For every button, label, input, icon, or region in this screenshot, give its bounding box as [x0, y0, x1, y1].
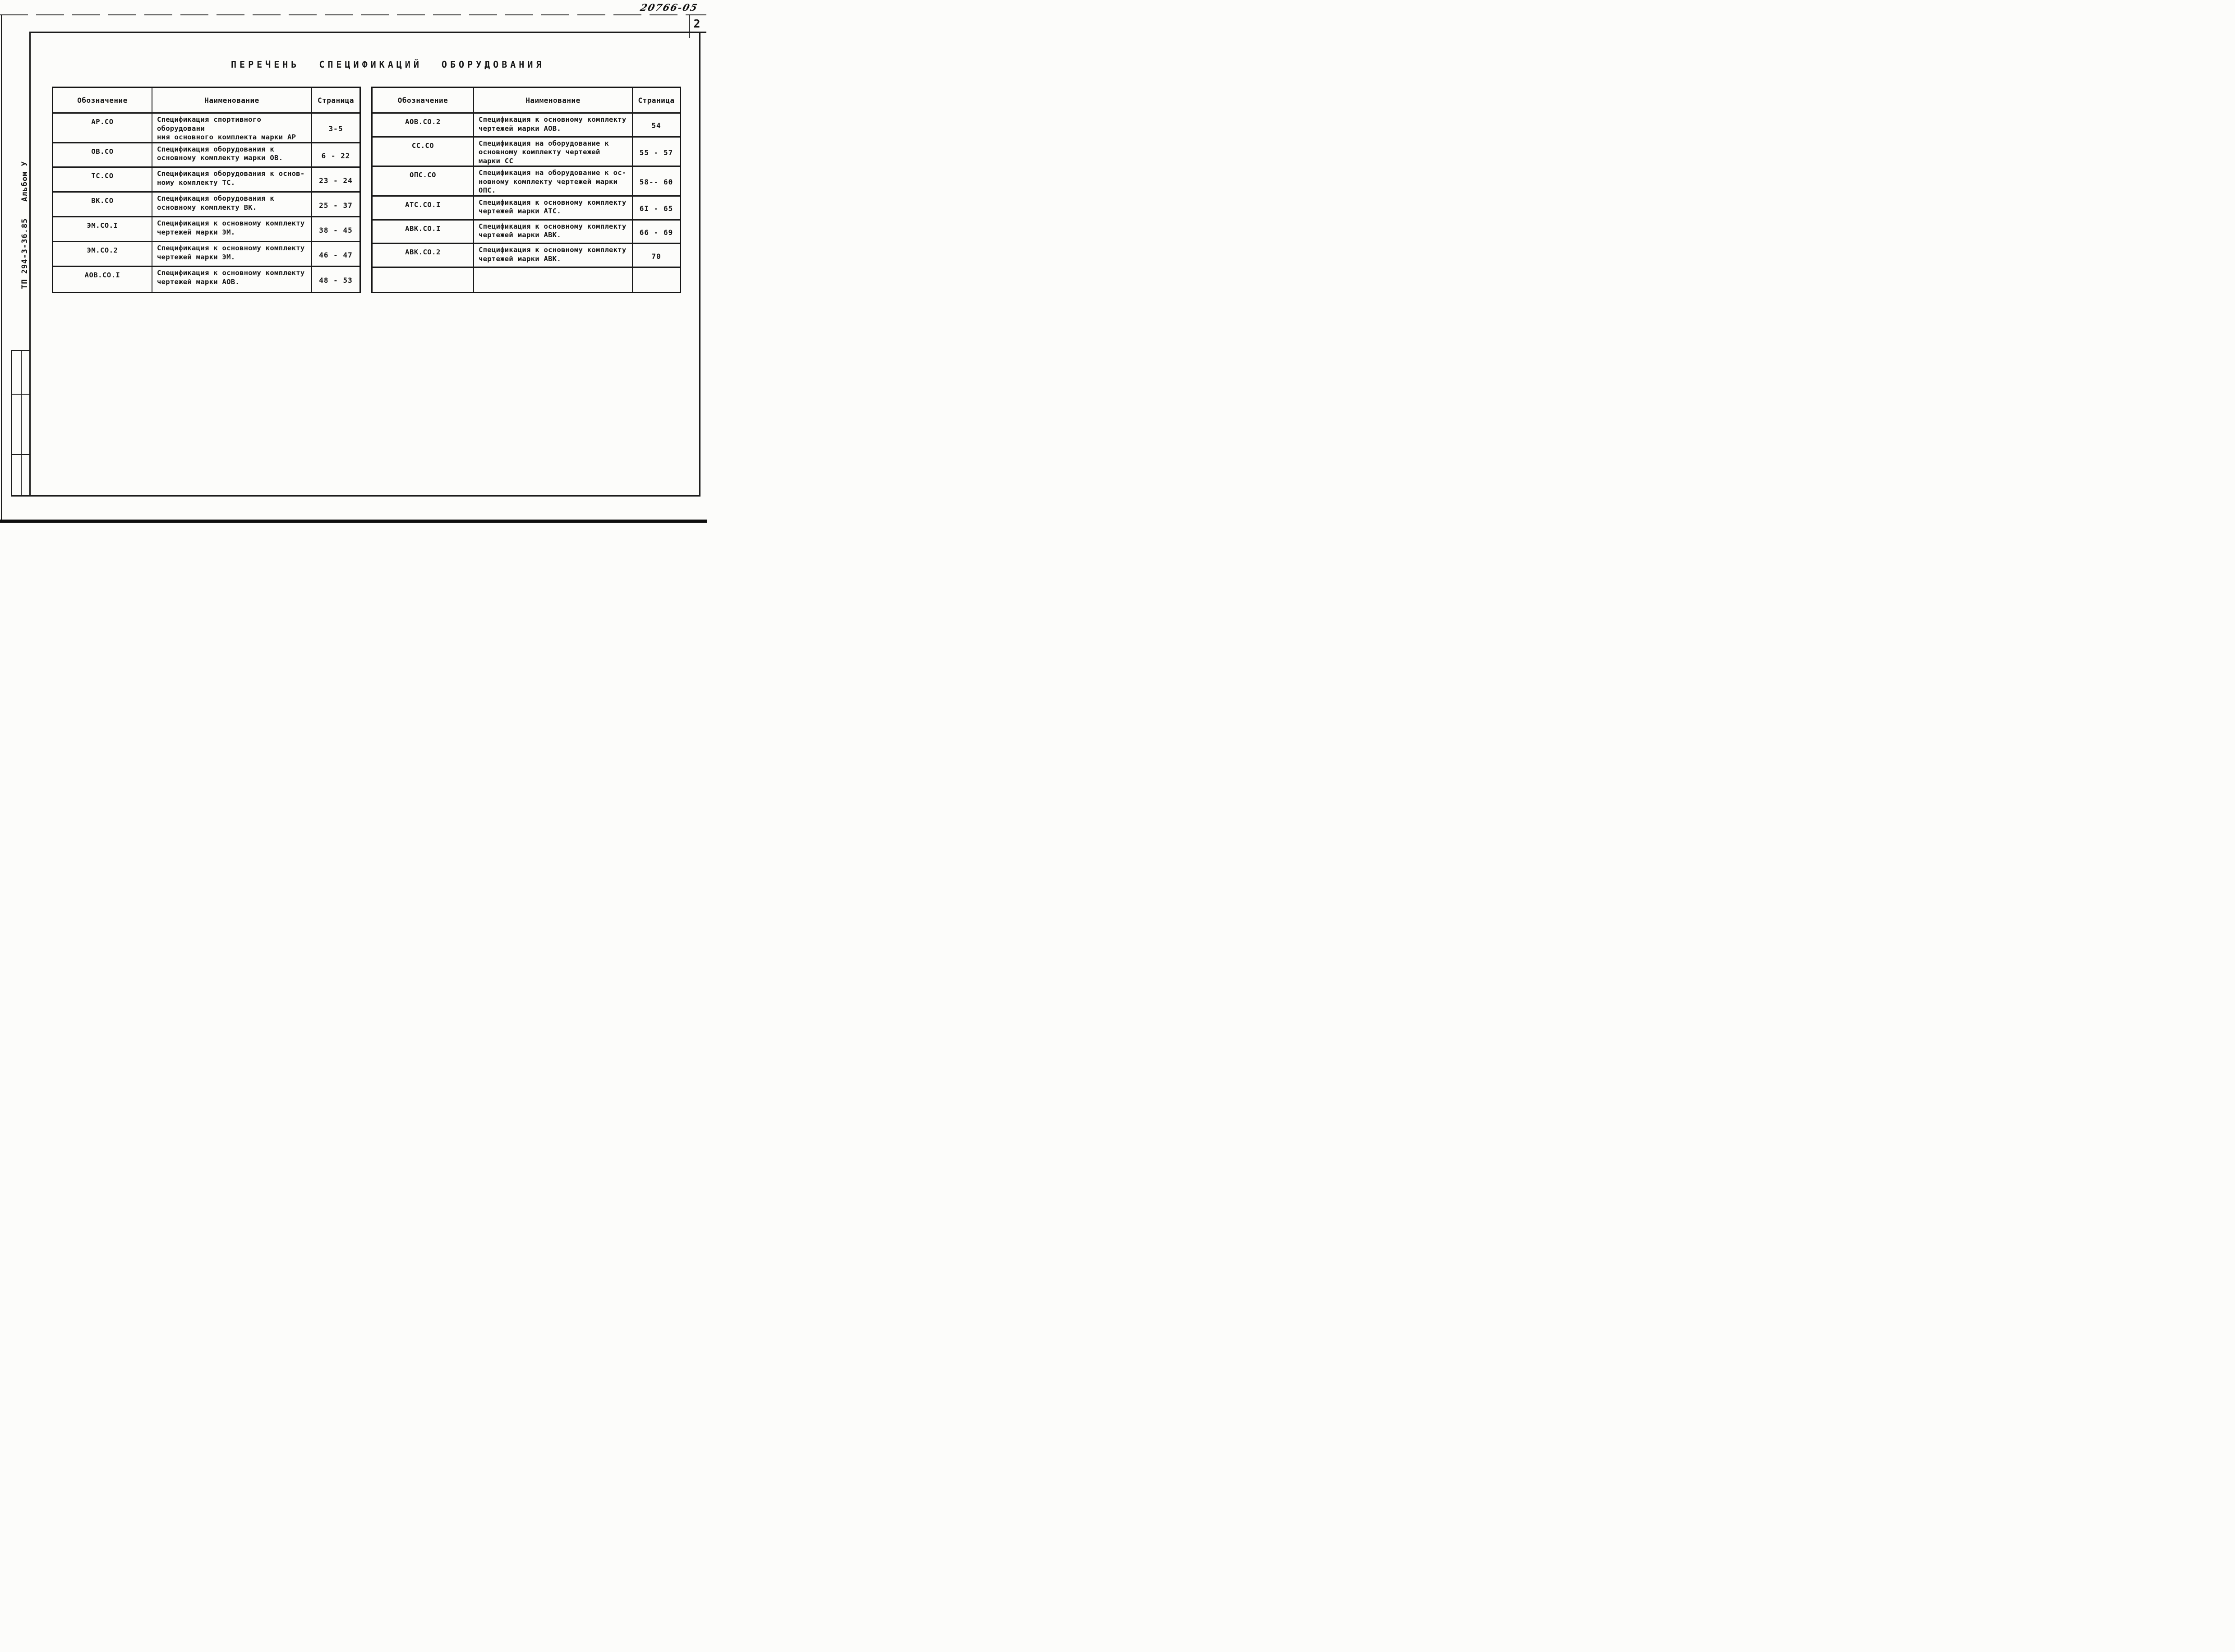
- designation-cell: АР.СО: [53, 114, 152, 143]
- pages-cell: 3-5: [312, 114, 359, 143]
- frame-left-border: [29, 32, 31, 497]
- pages-cell: 6 - 22: [312, 143, 359, 168]
- name-cell: Спецификация к основному комплекту черте…: [474, 220, 633, 244]
- designation-cell: СС.СО: [373, 137, 474, 167]
- right-spec-table: Обозначение Наименование Страница АОВ.СО…: [371, 87, 681, 293]
- name-cell: Спецификация к основному комплекту черте…: [152, 217, 312, 243]
- pages-cell: 70: [633, 244, 680, 268]
- pages-cell: 23 - 24: [312, 168, 359, 193]
- designation-cell: [373, 268, 474, 292]
- designation-cell: ОПС.СО: [373, 167, 474, 197]
- column-header-designation: Обозначение: [53, 88, 152, 114]
- top-dashed-border: [0, 14, 706, 15]
- designation-cell: АВК.СО.2: [373, 244, 474, 268]
- designation-cell: ЭМ.СО.I: [53, 217, 152, 243]
- column-header-page: Страница: [633, 88, 680, 114]
- name-cell: Спецификация спортивного оборудовани ния…: [152, 114, 312, 143]
- scanned-document-page: { "document": { "handwritten_number": "2…: [0, 0, 707, 523]
- designation-cell: АВК.СО.I: [373, 220, 474, 244]
- sheet-number: 2: [693, 17, 700, 30]
- handwritten-doc-number: 20766-05: [639, 2, 700, 13]
- left-spec-table: Обозначение Наименование Страница АР.СО …: [52, 87, 361, 293]
- pages-cell: 6I - 65: [633, 197, 680, 221]
- frame-top-border: [29, 32, 706, 33]
- pages-cell: 55 - 57: [633, 138, 680, 167]
- name-cell: Спецификация оборудования к основ- ному …: [152, 168, 312, 193]
- sheet-number-box-line: [689, 15, 690, 38]
- pages-cell: 66 - 69: [633, 221, 680, 244]
- designation-cell: ОВ.СО: [53, 143, 152, 168]
- pages-cell: 38 - 45: [312, 217, 359, 243]
- designation-cell: АОВ.СО.I: [53, 267, 152, 292]
- name-cell: Спецификация к основному комплекту черте…: [152, 242, 312, 267]
- margin-box-vline-inner: [21, 350, 22, 495]
- album-label: Альбом У: [20, 161, 29, 202]
- pages-cell: 25 - 37: [312, 193, 359, 218]
- designation-cell: ВК.СО: [53, 193, 152, 218]
- pages-cell: [633, 268, 680, 292]
- designation-cell: ТС.СО: [53, 168, 152, 193]
- designation-cell: АТС.СО.I: [373, 196, 474, 221]
- pages-cell: 54: [633, 114, 680, 138]
- designation-cell: ЭМ.СО.2: [53, 242, 152, 267]
- name-cell: Спецификация к основному комплекту черте…: [474, 244, 633, 268]
- page-title: ПЕРЕЧЕНЬ СПЕЦИФИКАЦИЙ ОБОРУДОВАНИЯ: [231, 59, 545, 70]
- name-cell: Спецификация оборудования к основному ко…: [152, 193, 312, 218]
- column-header-name: Наименование: [474, 88, 633, 114]
- pages-cell: 58-- 60: [633, 167, 680, 197]
- name-cell: Спецификация к основному комплекту черте…: [474, 196, 633, 221]
- bottom-scan-edge-bar: [0, 520, 707, 523]
- name-cell: Спецификация на оборудование к основному…: [474, 137, 633, 167]
- name-cell: [474, 268, 633, 292]
- column-header-name: Наименование: [152, 88, 312, 114]
- page-left-edge-line: [1, 15, 2, 520]
- series-label: ТП 294-3-36.85: [20, 218, 29, 289]
- name-cell: Спецификация на оборудование к ос- новно…: [474, 167, 633, 197]
- column-header-designation: Обозначение: [373, 88, 474, 114]
- pages-cell: 48 - 53: [319, 276, 353, 285]
- name-cell: Спецификация к основному комплекту черте…: [474, 114, 633, 138]
- margin-box-hline-mid2: [11, 454, 31, 455]
- designation-cell: АОВ.СО.2: [373, 114, 474, 138]
- margin-box-vline-outer: [11, 350, 12, 495]
- margin-box-hline-top: [11, 350, 31, 351]
- frame-bottom-border: [11, 495, 700, 497]
- margin-box-hline-mid1: [11, 394, 31, 395]
- name-cell: Спецификация оборудования к основному ко…: [152, 143, 312, 168]
- name-cell: Спецификация к основному комплекту черте…: [152, 267, 312, 292]
- frame-right-border: [699, 32, 700, 497]
- column-header-page: Страница: [312, 88, 359, 114]
- pages-cell: 46 - 47: [312, 242, 359, 267]
